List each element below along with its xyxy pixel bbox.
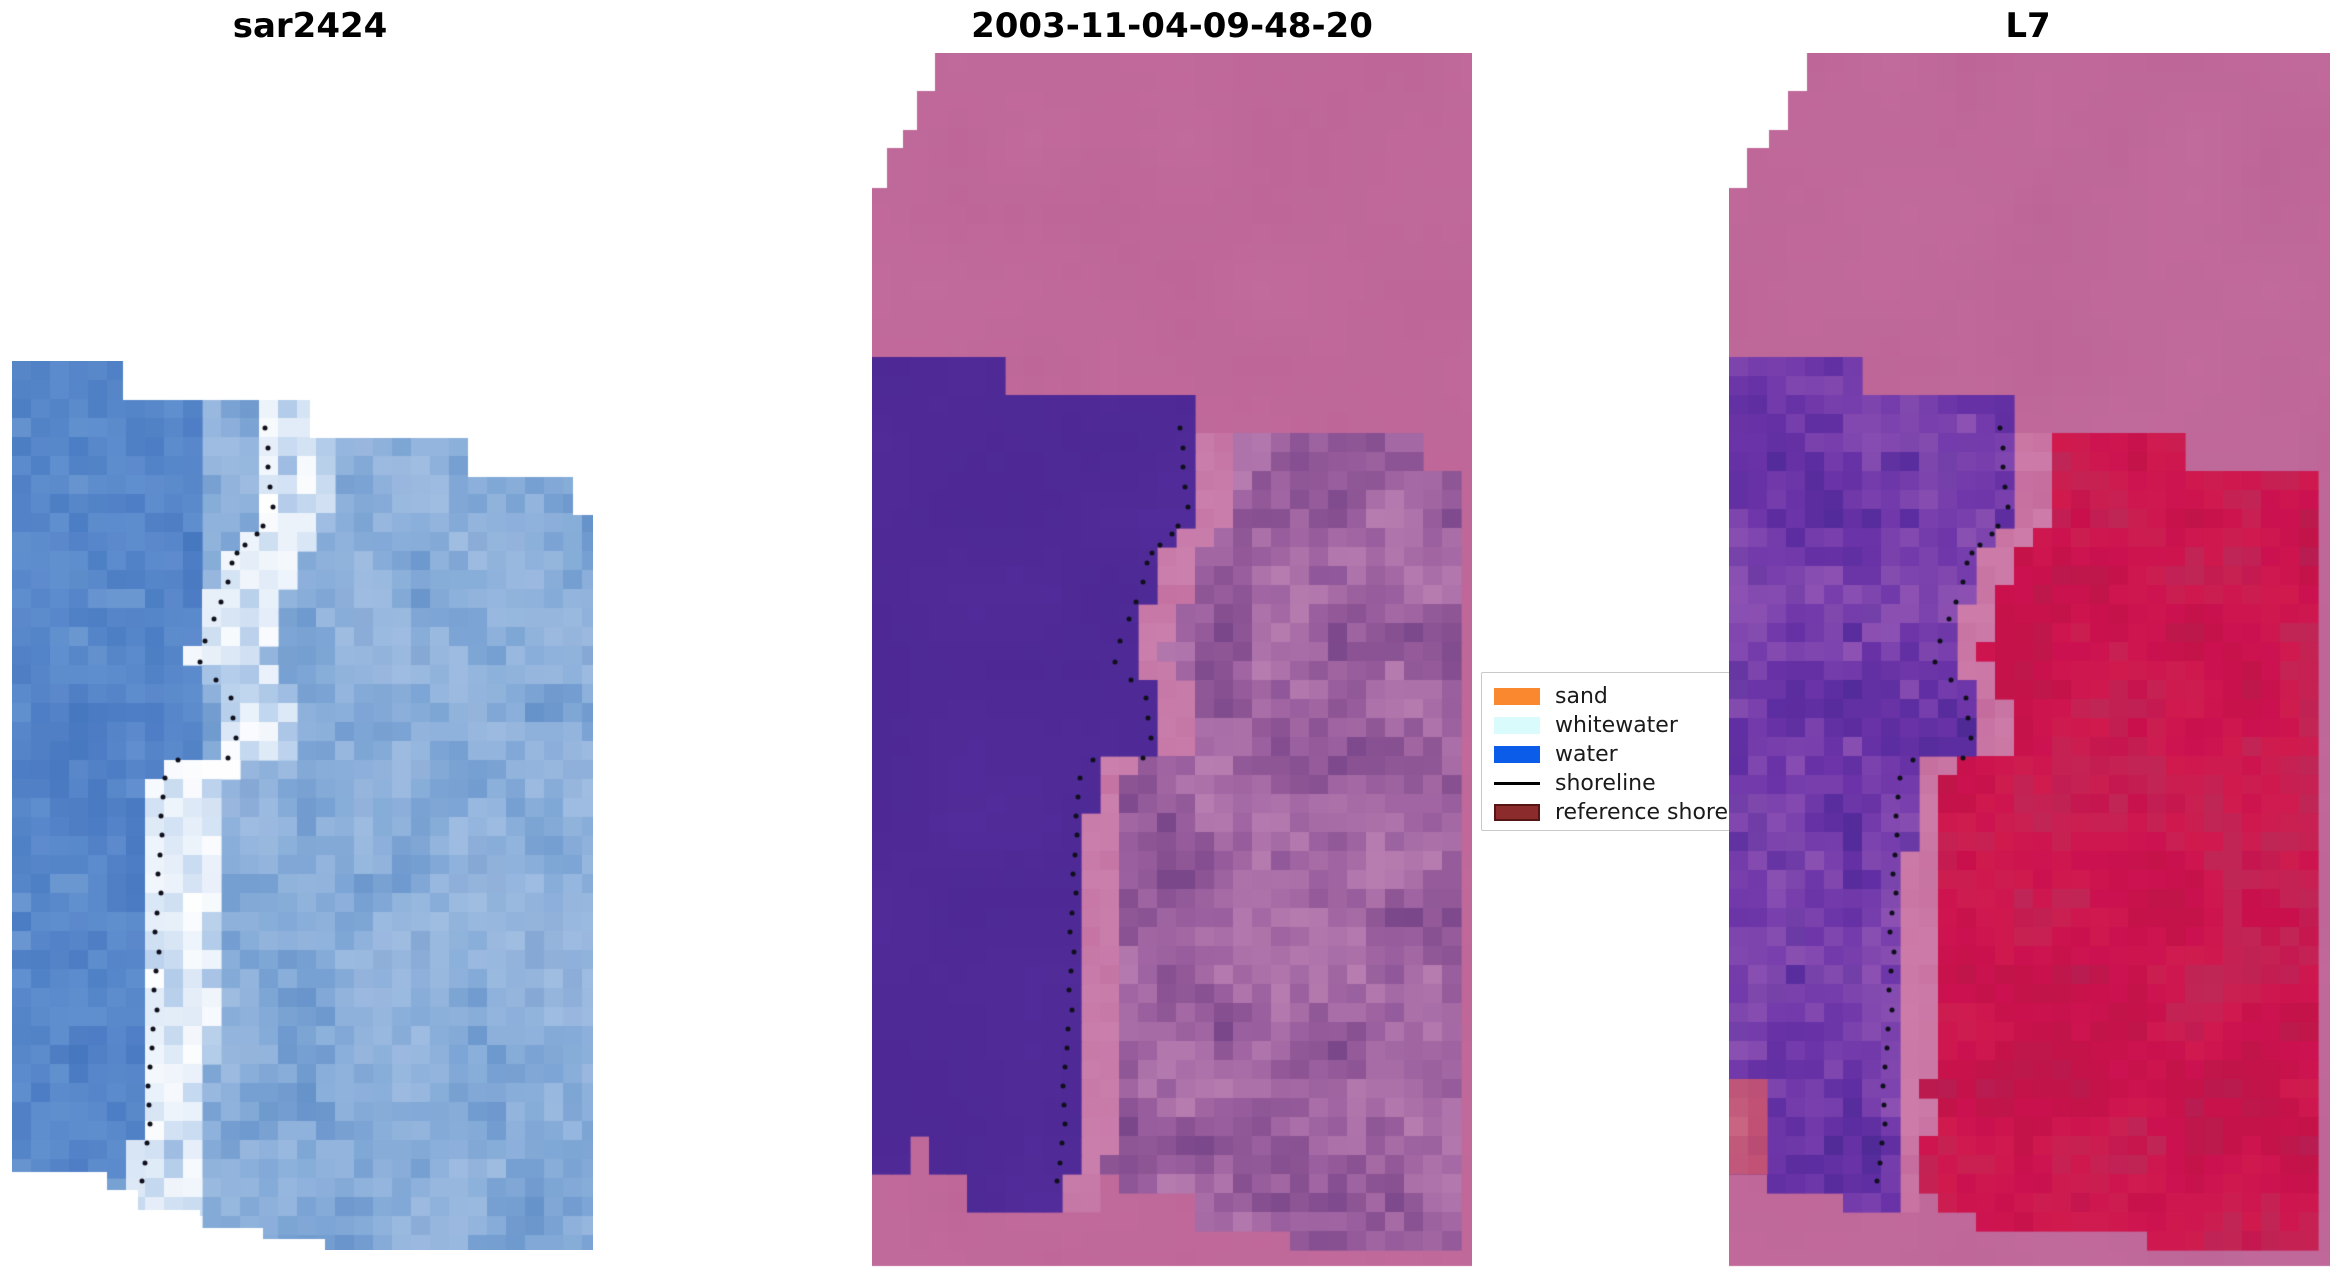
- panel-title-l7: L7: [2005, 6, 2051, 46]
- sand-swatch-icon: [1494, 688, 1540, 705]
- legend-box: sand whitewater water shoreline referenc…: [1481, 672, 1768, 831]
- shoreline-line-icon: [1494, 782, 1540, 785]
- legend-item-reference-shoreline: reference shoreline: [1494, 798, 1768, 827]
- l7-panel-image: [1729, 53, 2330, 1267]
- reference-shoreline-swatch-icon: [1494, 804, 1540, 821]
- legend-item-water: water: [1494, 740, 1726, 769]
- legend-label: water: [1555, 742, 1618, 767]
- whitewater-swatch-icon: [1494, 717, 1540, 734]
- panel-title-date: 2003-11-04-09-48-20: [971, 6, 1373, 46]
- legend-label: sand: [1555, 684, 1608, 709]
- legend-item-sand: sand: [1494, 682, 1726, 711]
- water-swatch-icon: [1494, 746, 1540, 763]
- panel-title-sar: sar2424: [232, 6, 388, 46]
- legend-label: shoreline: [1555, 771, 1656, 796]
- classified-panel-image: [872, 53, 1472, 1267]
- legend-label: whitewater: [1555, 713, 1678, 738]
- sar-panel-image: [12, 361, 593, 1250]
- legend-item-whitewater: whitewater: [1494, 711, 1726, 740]
- legend-item-shoreline: shoreline: [1494, 769, 1726, 798]
